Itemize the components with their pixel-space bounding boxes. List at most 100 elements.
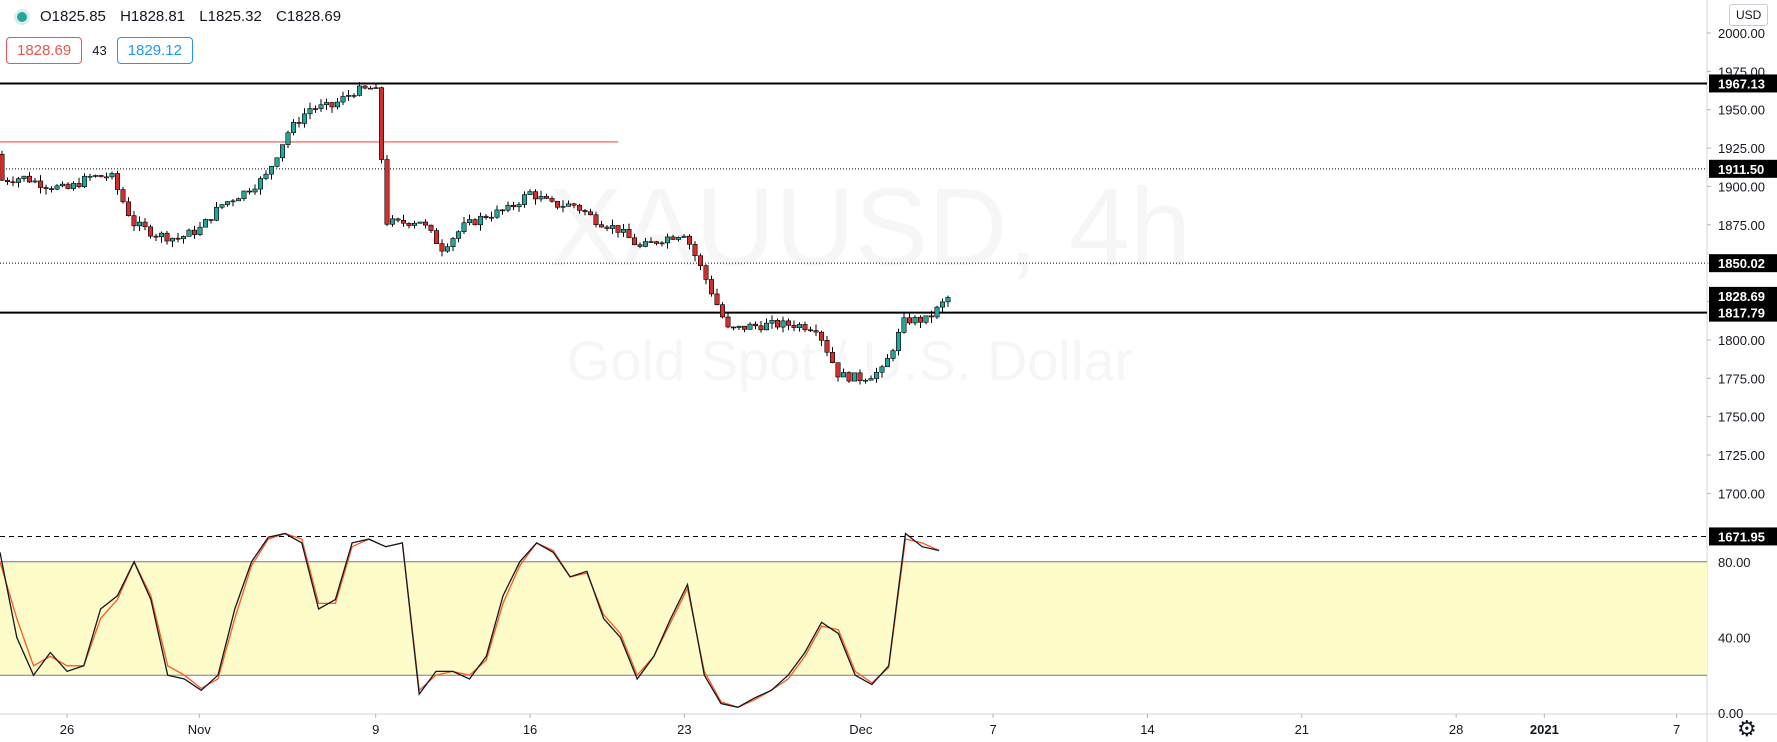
stochastic-band — [0, 561, 1707, 676]
candle-body — [153, 235, 159, 238]
candle-body — [214, 206, 220, 221]
candle-body — [104, 176, 110, 179]
candle-body — [483, 215, 489, 218]
candle-body — [829, 351, 835, 364]
candle-body — [917, 316, 923, 323]
candle-body — [76, 183, 82, 188]
candle-body — [846, 372, 852, 382]
candle-body — [670, 236, 676, 240]
candle-body — [796, 324, 802, 328]
candle-body — [664, 236, 670, 244]
candle-body — [807, 329, 813, 332]
candle-body — [604, 226, 610, 229]
candle-body — [301, 113, 307, 124]
high-value: H1828.81 — [120, 8, 186, 25]
candle-body — [813, 330, 819, 333]
candle-body — [203, 219, 209, 228]
candle-body — [225, 201, 231, 205]
candle-body — [170, 237, 176, 242]
candle-body — [98, 175, 104, 178]
settings-gear-icon[interactable]: ⚙ — [1737, 716, 1757, 741]
level-price-tag — [1709, 527, 1777, 546]
candle-body — [752, 323, 758, 327]
candle-body — [450, 238, 456, 247]
candle-body — [802, 324, 808, 331]
stochastic-tick-label: 80.00 — [1718, 555, 1751, 570]
stochastic-tick-label: 0.00 — [1718, 706, 1743, 721]
candle-body — [54, 185, 60, 190]
candle-body — [181, 236, 187, 240]
time-tick-label: 9 — [372, 722, 379, 737]
candle-body — [406, 222, 412, 226]
candle-body — [433, 230, 439, 244]
candle-body — [653, 241, 659, 244]
level-price-label: 1967.13 — [1718, 76, 1765, 91]
candle-body — [241, 190, 247, 199]
candle-body — [747, 323, 753, 330]
candle-body — [329, 102, 335, 108]
candle-body — [5, 179, 11, 183]
candle-body — [192, 229, 198, 235]
candle-body — [263, 173, 269, 179]
candle-body — [252, 188, 258, 193]
candle-body — [615, 225, 621, 233]
candle-body — [236, 198, 242, 202]
buy-button[interactable]: 1829.12 — [116, 37, 193, 64]
candle-body — [296, 122, 302, 124]
watermark-symbol: XAUUSD, 4h — [549, 166, 1191, 289]
candle-body — [389, 218, 395, 225]
candle-body — [934, 306, 940, 318]
candle-body — [648, 241, 654, 243]
candle-body — [620, 228, 626, 233]
level-price-label: 1911.50 — [1718, 162, 1764, 177]
time-tick-label: 16 — [523, 722, 537, 737]
time-tick-label: 7 — [989, 722, 996, 737]
level-price-label: 1817.79 — [1718, 306, 1765, 321]
candle-body — [587, 211, 593, 216]
candle-body — [219, 204, 225, 208]
candle-body — [901, 317, 907, 333]
candle-body — [373, 87, 379, 90]
candle-body — [87, 175, 93, 178]
candle-body — [686, 235, 692, 245]
candle-body — [444, 246, 450, 252]
candle-body — [692, 244, 698, 257]
candle-body — [571, 203, 577, 206]
candle-body — [895, 332, 901, 352]
candle-body — [774, 320, 780, 328]
candle-body — [818, 331, 824, 341]
candle-body — [32, 180, 38, 183]
candle-body — [879, 366, 885, 373]
candle-body — [906, 317, 912, 324]
candle-body — [208, 219, 214, 221]
candle-body — [890, 350, 896, 359]
sell-button[interactable]: 1828.69 — [6, 37, 83, 64]
candle-body — [131, 215, 137, 227]
ohlc-legend: O1825.85 H1828.81 L1825.32 C1828.69 — [14, 8, 351, 25]
candle-body — [290, 122, 296, 134]
candle-body — [939, 301, 945, 308]
currency-button[interactable]: USD — [1729, 4, 1769, 26]
candle-body — [351, 95, 357, 97]
candle-body — [148, 226, 154, 237]
candle-body — [71, 183, 77, 189]
candle-body — [543, 196, 549, 199]
candle-body — [164, 232, 170, 242]
price-tick-label: 1925.00 — [1718, 141, 1765, 156]
candle-body — [626, 228, 632, 239]
candle-body — [719, 304, 725, 318]
price-tick-label: 1725.00 — [1718, 448, 1765, 463]
candle-body — [659, 242, 665, 245]
candle-body — [279, 144, 285, 159]
candle-body — [857, 372, 863, 382]
candle-body — [345, 95, 351, 97]
candle-body — [912, 316, 918, 324]
candle-body — [730, 326, 736, 329]
candle-body — [703, 265, 709, 280]
candle-body — [65, 183, 71, 189]
candle-body — [37, 180, 43, 188]
candle-body — [576, 204, 582, 211]
candle-body — [384, 159, 390, 225]
candle-body — [499, 209, 505, 212]
